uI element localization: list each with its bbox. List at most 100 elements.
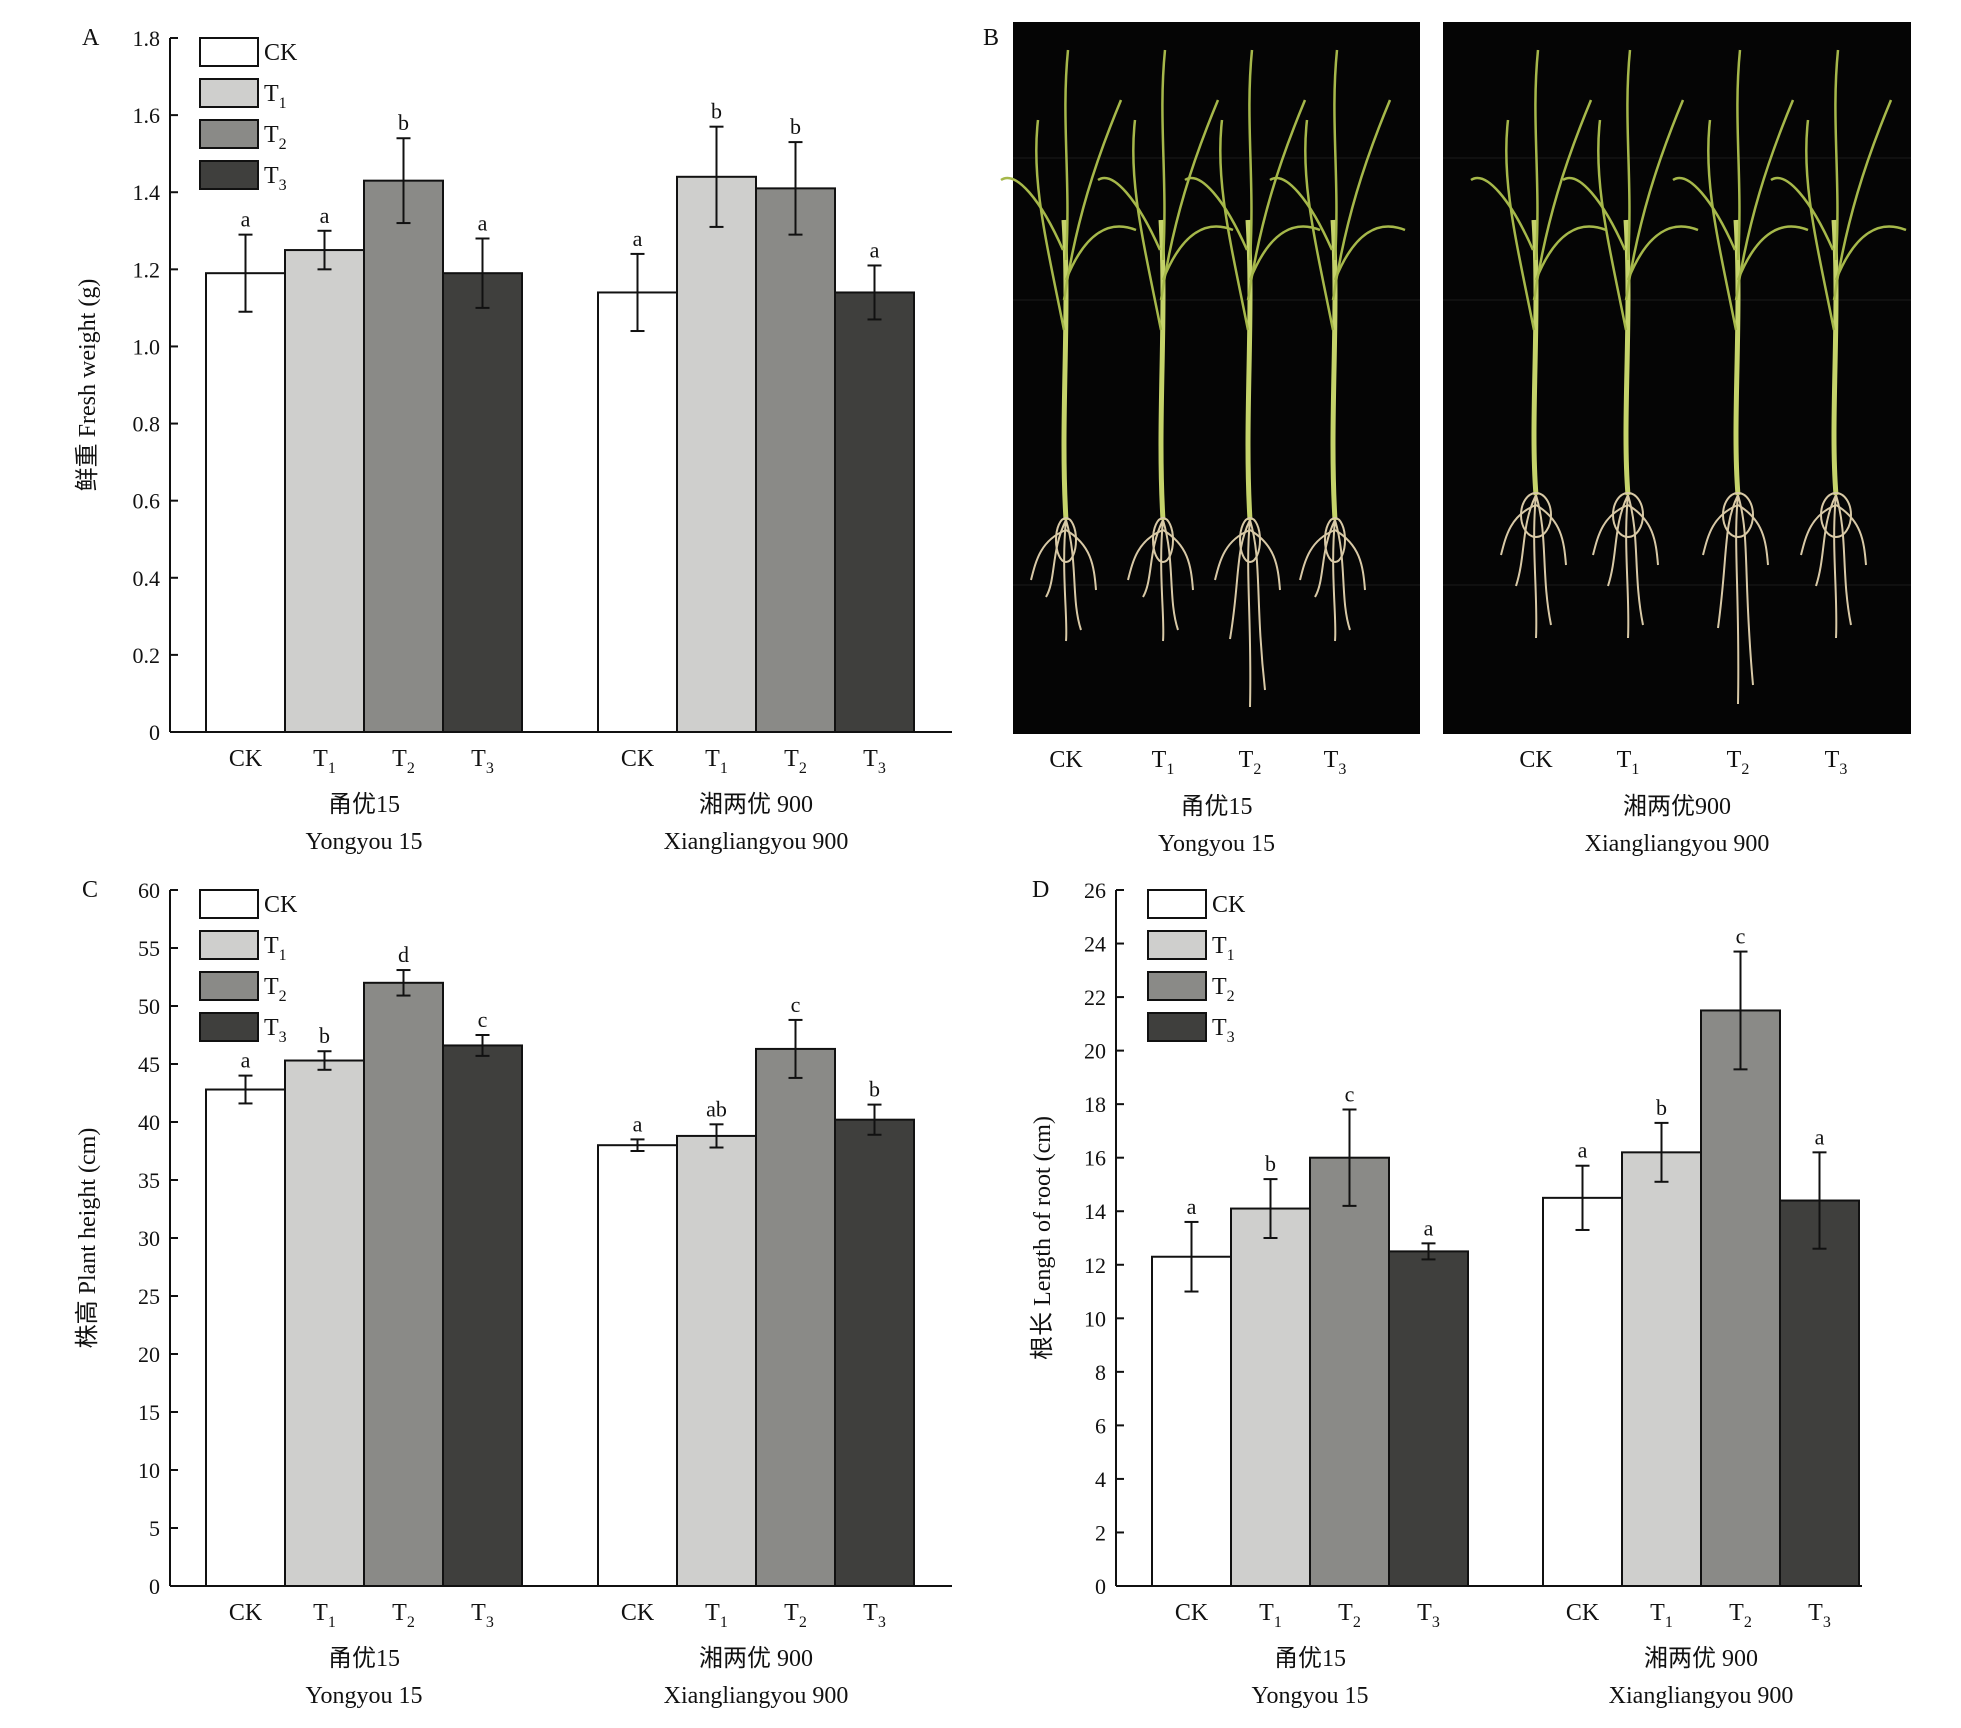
seedling-illustration [1470,49,1607,639]
seedling-root [1535,504,1567,566]
legend-swatch [199,37,259,67]
seedling-root [1535,494,1552,626]
photo-frame [1000,22,1420,734]
seedling-illustration [1672,49,1809,705]
category-tick-label: T1 [1259,1600,1282,1631]
y-tick-label: 60 [138,878,160,903]
legend-swatch [1147,930,1207,960]
seedling-leaf [1333,49,1339,261]
seedling-root [1334,529,1366,591]
seedling-root [1045,519,1067,598]
photo-treatment-label: T3 [1324,747,1347,778]
y-tick-label: 30 [138,1226,160,1251]
y-tick-label: 1.0 [133,334,161,359]
photo-treatment-label: T3 [1825,747,1848,778]
legend-label: T2 [264,974,287,1005]
photo-background [1443,22,1911,734]
significance-letter: b [319,1023,330,1048]
seedling-root [1627,494,1644,626]
panel-letter: B [983,25,999,51]
category-tick-label: T2 [392,746,415,777]
bar [1230,1207,1311,1587]
legend-swatch [199,930,259,960]
y-tick-label: 0.8 [133,412,161,437]
root-cluster [1612,492,1644,538]
seedling-root [1500,504,1537,556]
group-label-cn: 湘两优 900 [699,1645,813,1672]
photo-treatment-label: T1 [1152,747,1175,778]
significance-letter: c [478,1007,488,1032]
photo-treatment-label: CK [1049,747,1083,773]
bar [676,1134,757,1588]
bar [597,291,678,733]
group-label-en: Yongyou 15 [306,829,423,855]
category-tick-label: CK [229,1600,263,1626]
legend-label: T2 [264,122,287,153]
significance-letter: b [711,99,722,124]
seedling-leaf [1097,176,1162,251]
group-label-cn: 湘两优 900 [1644,1645,1758,1672]
legend-label: CK [264,40,298,66]
y-tick-label: 1.2 [133,257,161,282]
seedling-root [1737,504,1769,566]
seedling-root [1800,504,1837,556]
seedling-leaf [1672,176,1737,251]
seedling-root [1702,504,1739,556]
seedling-leaf [1505,119,1536,331]
legend-label: T1 [264,81,287,112]
category-tick-label: T3 [471,746,494,777]
seedling-illustration [1269,49,1406,642]
seedling-leaf [1269,176,1334,251]
significance-letter: a [1424,1215,1434,1240]
root-cluster [1055,517,1077,563]
y-tick-label: 10 [138,1458,160,1483]
y-tick-label: 14 [1084,1199,1106,1224]
bar [1621,1151,1702,1588]
seedling-leaf [1304,119,1335,331]
legend-swatch [199,971,259,1001]
y-tick-label: 1.6 [133,103,161,128]
legend-swatch [199,160,259,190]
photo-background [1013,22,1420,734]
seedling-stem [1330,219,1338,521]
seedling-leaf [1805,119,1836,331]
category-tick-label: CK [1175,1600,1209,1626]
y-axis-label: 鲜重 Fresh weight (g) [74,279,101,492]
seedling-leaf [1064,225,1137,281]
legend-label: T2 [1212,974,1235,1005]
significance-letter: a [633,1111,643,1136]
y-tick-label: 4 [1095,1467,1106,1492]
category-tick-label: T2 [392,1600,415,1631]
seedling-leaf [1184,176,1249,251]
bar [755,187,836,734]
significance-letter: b [1656,1095,1667,1120]
seedling-leaf [1064,49,1070,261]
root-cluster [1520,492,1552,538]
seedling-root [1835,494,1852,626]
category-tick-label: T2 [784,746,807,777]
seedling-leaf [1736,49,1742,261]
y-tick-label: 16 [1084,1146,1106,1171]
seedling-illustration [1184,49,1321,708]
seedling-root [1065,529,1097,591]
bar [755,1047,836,1588]
group-label-cn: 湘两优 900 [699,791,813,818]
legend-label: T3 [264,1015,287,1046]
y-tick-label: 20 [1084,1039,1106,1064]
category-tick-label: T2 [784,1600,807,1631]
group-label-cn: 甬优15 [1274,1645,1346,1672]
y-tick-label: 0 [1095,1574,1106,1599]
photo-treatment-label: T1 [1617,747,1640,778]
seedling-leaf [1219,119,1250,331]
root-cluster [1239,517,1261,563]
seedling-root [1214,529,1251,581]
seedling-root [1063,519,1068,642]
significance-letter: a [320,203,330,228]
category-tick-label: T1 [313,746,336,777]
legend-swatch [1147,971,1207,1001]
seedling-leaf [1736,225,1809,281]
y-tick-label: 45 [138,1052,160,1077]
y-tick-label: 1.8 [133,26,161,51]
legend-swatch [199,119,259,149]
y-tick-label: 10 [1084,1306,1106,1331]
